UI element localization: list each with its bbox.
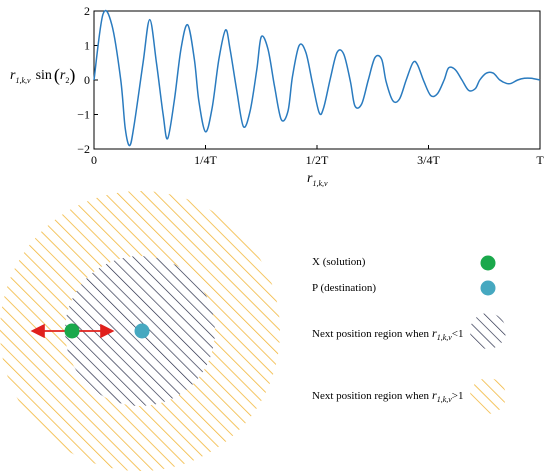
x-tick-label: 1/4T [194,153,217,167]
legend-destination-label: P (destination) [312,282,376,294]
plot-frame [93,10,541,150]
sine-chart: 2 1 0 −1 −2 0 1/4T 1/2T 3/4T T r1,k,v sin (r2) r1,… [10,4,544,188]
legend-destination-marker [480,280,496,296]
legend-large-region-label: Next position region when r1,k,v>1 [312,388,464,404]
y-tick-label: −1 [77,108,90,122]
y-tick-label: −2 [77,142,90,156]
y-ticks: 2 1 0 −1 −2 [77,4,98,156]
legend-solution-marker [480,255,496,271]
x-tick-label: 3/4T [417,153,440,167]
x-axis-label: r1,k,v [307,171,328,188]
x-tick-label: T [536,153,544,167]
legend-small-region-swatch [470,313,506,349]
legend-large-region-swatch [470,378,506,414]
destination-point [134,323,150,339]
legend-solution-label: X (solution) [312,256,366,268]
y-axis-label: r1,k,v sin (r2) [10,65,75,86]
legend: X (solution) P (destination) Next positi… [312,255,506,414]
solution-point [64,323,80,339]
x-tick-label: 0 [91,153,97,167]
y-tick-label: 1 [84,39,90,53]
legend-small-region-label: Next position region when r1,k,v<1 [312,326,464,342]
y-tick-label: 0 [84,73,90,87]
position-diagram [0,191,280,471]
x-ticks: 0 1/4T 1/2T 3/4T T [91,145,544,167]
damped-sine-curve [93,9,541,147]
x-tick-label: 1/2T [306,153,329,167]
y-tick-label: 2 [84,4,90,18]
